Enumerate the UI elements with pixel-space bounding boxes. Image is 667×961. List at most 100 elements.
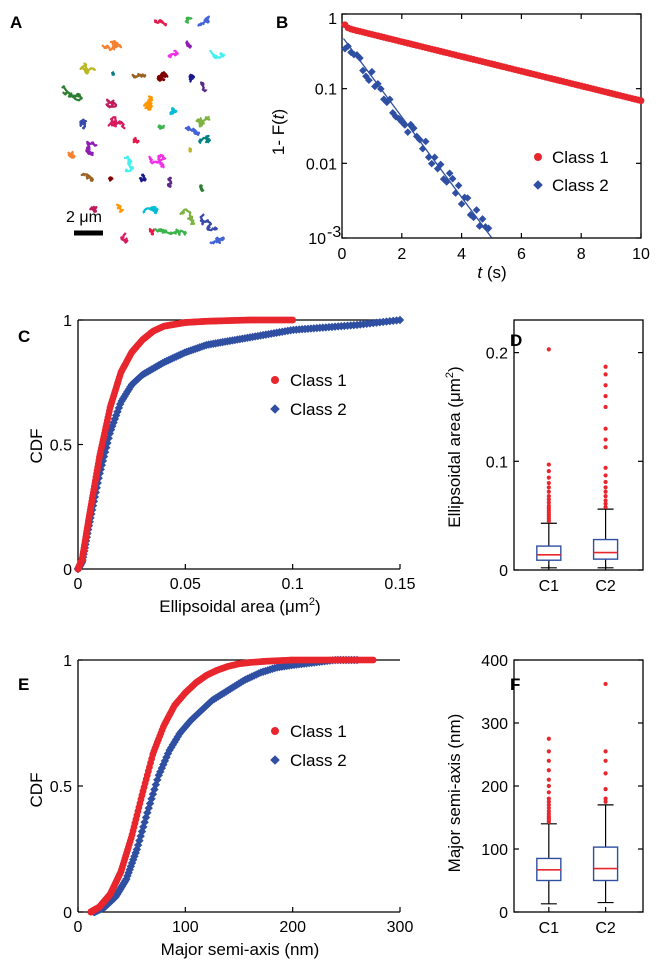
particle-track	[208, 49, 226, 60]
x-axis-label-b: t (s)	[477, 263, 506, 282]
class2-point	[111, 411, 121, 420]
panel-label-a: A	[10, 13, 22, 32]
class2-point	[125, 865, 134, 874]
legend-marker-class2	[533, 180, 543, 190]
particle-track	[195, 116, 211, 128]
y-tick-label-b: 0.1	[315, 82, 337, 99]
box-outlier	[603, 799, 608, 804]
box-outlier	[546, 796, 551, 801]
box-outlier	[546, 799, 551, 804]
particle-track	[199, 213, 218, 232]
legend-label-class2: Class 2	[290, 400, 347, 419]
x-axis-label-e: Major semi-axis (nm)	[161, 940, 320, 959]
box-outlier	[546, 475, 551, 480]
box-iqr	[592, 846, 619, 882]
box-outlier	[603, 796, 608, 801]
class1-point	[289, 316, 297, 324]
x-axis-label-c-text: Ellipsoidal area (μm	[159, 597, 309, 616]
panel-d: D 0 0.1 0.2 C1 C2 Ellipsoidal area (μm2)	[444, 319, 644, 595]
class2-point	[165, 745, 174, 755]
particle-track	[143, 95, 154, 111]
class2-fit-line	[342, 38, 493, 238]
box-outlier	[603, 771, 608, 776]
particle-track	[101, 40, 123, 52]
y-axis-label-b-prefix: 1- F(	[269, 119, 288, 155]
class2-point	[469, 213, 478, 222]
particle-track	[124, 155, 135, 173]
box-outlier	[603, 493, 608, 499]
x-tick-label: 0	[74, 576, 83, 593]
x-tick-label: 100	[172, 919, 199, 936]
panel-c: C 0 0.05 0.1 0.15 0 0.5 1 Class 1 Class 2 CDF El…	[18, 313, 416, 616]
x-axis-label-c-end: )	[315, 597, 321, 616]
box-outlier	[603, 437, 608, 442]
class2-point	[395, 315, 405, 325]
y-tick-label: 100	[481, 842, 508, 859]
y-tick-label-b: 0.01	[306, 156, 337, 173]
x-tick-label: 300	[387, 919, 414, 936]
particle-track	[80, 172, 94, 182]
particle-track	[188, 147, 192, 153]
box-outlier	[603, 393, 608, 399]
scale-bar-label: 2 μm	[66, 209, 102, 226]
y-axis-label-d-end: )	[445, 366, 464, 372]
box-outlier	[546, 777, 551, 782]
box-outlier	[603, 504, 608, 510]
particle-track	[184, 125, 201, 136]
box-outlier	[603, 364, 608, 369]
class2-point	[445, 169, 454, 178]
class2-point	[160, 756, 170, 766]
class2-point	[463, 194, 472, 202]
class2-point	[365, 76, 373, 85]
box-outlier	[603, 404, 608, 410]
y-axis-label-d-sup: 2	[444, 372, 456, 378]
class2-point	[400, 121, 409, 129]
x-tick-label: C2	[595, 578, 616, 595]
x-tick-label-b: 8	[577, 246, 586, 263]
particle-track	[79, 62, 96, 75]
x-tick-label: 0	[74, 919, 83, 936]
particle-track	[153, 19, 168, 27]
class2-point	[141, 813, 151, 822]
class2-point	[359, 66, 367, 75]
y-tick-label: 0.2	[486, 346, 508, 363]
class2-point	[145, 799, 155, 808]
particle-track	[169, 107, 178, 116]
plot-frame-b	[341, 13, 642, 239]
legend-label-class2: Class 2	[552, 176, 609, 195]
class2-point	[439, 175, 448, 183]
class2-point	[427, 159, 436, 168]
y-tick-label: 0	[499, 905, 508, 922]
box-outlier	[603, 749, 608, 754]
x-tick-label-b: 4	[457, 246, 466, 263]
box-outlier	[546, 802, 551, 808]
y-axis-label-c: CDF	[27, 429, 46, 464]
particle-track	[188, 73, 196, 83]
class2-point	[472, 206, 481, 214]
class2-point	[457, 200, 466, 208]
particle-track	[156, 71, 169, 82]
particle-track	[132, 136, 140, 144]
box-area-plot: 0 0.1 0.2 C1 C2	[486, 319, 644, 595]
box-outlier	[603, 501, 608, 506]
class2-point	[478, 215, 487, 223]
particle-track	[110, 70, 115, 76]
x-tick-label: 0.05	[170, 576, 201, 593]
box-outlier	[546, 736, 551, 741]
box-outlier	[603, 489, 608, 494]
legend-marker-class1	[271, 727, 279, 735]
box-outlier	[546, 749, 551, 754]
class2-point	[436, 160, 445, 169]
legend-marker-class1	[534, 153, 542, 161]
y-tick-label: 0	[63, 562, 72, 579]
particle-track	[107, 176, 114, 182]
y-axis-label-e: CDF	[27, 773, 46, 808]
class2-point	[454, 181, 463, 190]
particle-track	[209, 236, 225, 245]
class2-point	[442, 178, 451, 186]
box-outlier	[546, 493, 551, 499]
class2-point	[131, 848, 140, 858]
y-tick-label: 0	[63, 905, 72, 922]
class2-point	[415, 135, 424, 144]
